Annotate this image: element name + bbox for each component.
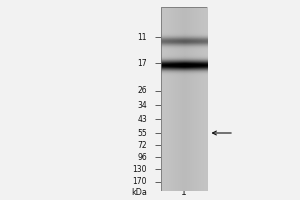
Text: 17: 17 [137, 58, 147, 68]
Text: 43: 43 [137, 114, 147, 123]
Text: 34: 34 [137, 100, 147, 110]
Text: 55: 55 [137, 129, 147, 138]
Text: 1: 1 [181, 188, 187, 197]
Text: 96: 96 [137, 152, 147, 162]
Text: 72: 72 [137, 140, 147, 149]
Text: 26: 26 [137, 86, 147, 95]
Text: 130: 130 [133, 164, 147, 173]
Text: 170: 170 [133, 178, 147, 186]
Text: 11: 11 [137, 32, 147, 42]
Text: kDa: kDa [131, 188, 147, 197]
